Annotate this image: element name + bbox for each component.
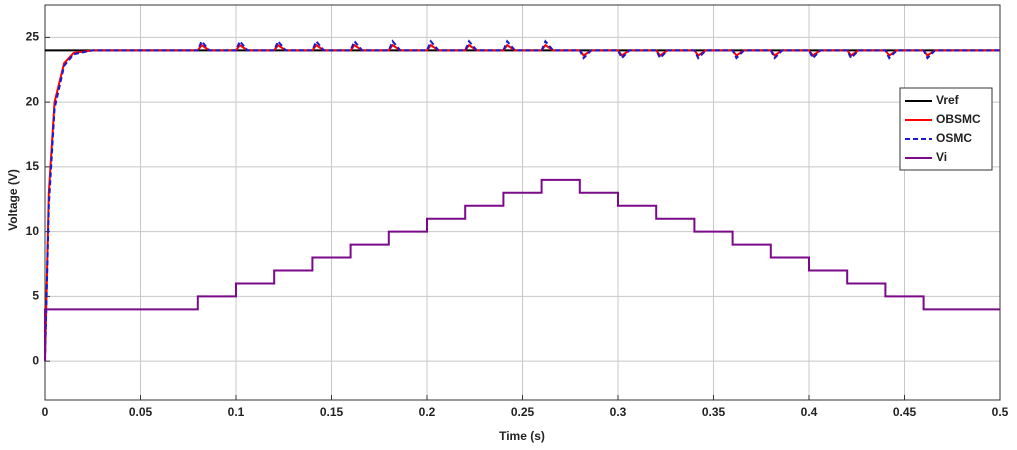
legend-label: OSMC xyxy=(936,131,972,145)
x-tick-label: 0.3 xyxy=(610,405,627,419)
x-axis-label: Time (s) xyxy=(499,429,545,443)
y-tick-label: 5 xyxy=(32,289,39,303)
x-tick-label: 0.35 xyxy=(702,405,726,419)
x-tick-label: 0 xyxy=(42,405,49,419)
legend-label: Vi xyxy=(936,150,947,164)
y-tick-label: 25 xyxy=(26,30,40,44)
x-tick-label: 0.5 xyxy=(992,405,1009,419)
x-tick-label: 0.4 xyxy=(801,405,818,419)
y-tick-label: 15 xyxy=(26,159,40,173)
series-line xyxy=(44,178,1000,362)
plot-frame xyxy=(44,4,1001,401)
y-tick-label: 10 xyxy=(26,224,40,238)
y-axis-label: Voltage (V) xyxy=(6,169,20,231)
x-tick-label: 0.25 xyxy=(511,405,535,419)
y-tick-label: 20 xyxy=(26,94,40,108)
legend-label: Vref xyxy=(936,93,960,107)
x-tick-label: 0.2 xyxy=(419,405,436,419)
x-tick-label: 0.05 xyxy=(129,405,153,419)
x-tick-label: 0.45 xyxy=(893,405,917,419)
legend-label: OBSMC xyxy=(936,112,981,126)
series-line xyxy=(44,39,1000,362)
y-tick-label: 0 xyxy=(32,353,39,367)
x-tick-label: 0.1 xyxy=(228,405,245,419)
x-tick-label: 0.15 xyxy=(320,405,344,419)
